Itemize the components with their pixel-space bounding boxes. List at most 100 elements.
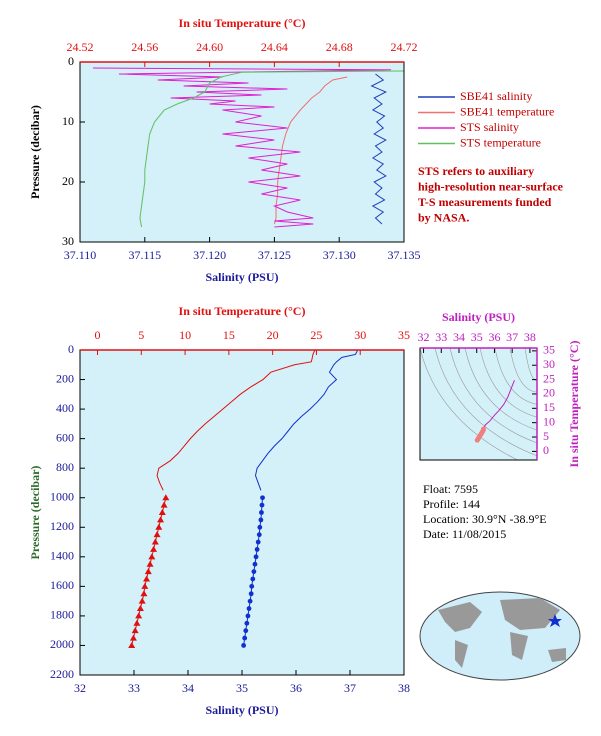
marker bbox=[259, 502, 265, 508]
density-contour bbox=[540, 348, 542, 371]
y-tick-label: 2000 bbox=[50, 637, 74, 651]
y-tick-label: 0 bbox=[68, 54, 74, 68]
y-tick-label: 2200 bbox=[50, 667, 74, 681]
y-axis-label: Pressure (decibar) bbox=[28, 466, 42, 560]
y-tick-label: 1200 bbox=[50, 519, 74, 533]
x-tick-label: 38 bbox=[398, 681, 410, 695]
marker bbox=[248, 591, 254, 597]
marker bbox=[144, 568, 152, 575]
x2-tick-label: 30 bbox=[354, 328, 366, 342]
y-tick-label: 10 bbox=[62, 114, 74, 128]
legend-label: SBE41 temperature bbox=[460, 104, 554, 118]
plot-content bbox=[128, 350, 358, 648]
note-text: T-S measurements funded bbox=[418, 195, 552, 209]
plot-content bbox=[92, 67, 405, 228]
marker bbox=[251, 569, 257, 574]
marker bbox=[259, 510, 264, 515]
marker bbox=[160, 501, 168, 508]
marker bbox=[135, 612, 143, 619]
marker bbox=[136, 605, 144, 612]
marker bbox=[129, 634, 137, 641]
y-tick-label: 5 bbox=[543, 429, 549, 443]
series-line bbox=[156, 350, 316, 491]
y-tick-label: 30 bbox=[543, 357, 555, 371]
y-tick-label: 400 bbox=[56, 401, 74, 415]
marker bbox=[243, 628, 249, 634]
series-line bbox=[370, 73, 388, 225]
x2-tick-label: 24.52 bbox=[67, 40, 94, 54]
density-contour bbox=[464, 348, 537, 431]
marker bbox=[252, 561, 258, 567]
x-tick-label: 32 bbox=[418, 330, 430, 344]
plot-area bbox=[80, 62, 404, 242]
marker bbox=[131, 627, 139, 634]
marker bbox=[141, 582, 149, 589]
y-tick-label: 25 bbox=[543, 371, 555, 385]
marker bbox=[150, 545, 158, 552]
y-axis-label: In situ Temperature (°C) bbox=[567, 341, 581, 468]
x-tick-label: 37.115 bbox=[129, 248, 162, 262]
float-info: Profile: 144 bbox=[423, 497, 480, 511]
float-info: Date: 11/08/2015 bbox=[423, 527, 506, 541]
plot-area bbox=[420, 348, 537, 460]
float-info: Location: 30.9°N -38.9°E bbox=[423, 512, 547, 526]
map-ocean bbox=[419, 591, 581, 681]
y-tick-label: 0 bbox=[543, 443, 549, 457]
x-tick-label: 37 bbox=[344, 681, 356, 695]
marker bbox=[138, 597, 146, 604]
x2-tick-label: 10 bbox=[179, 328, 191, 342]
marker bbox=[146, 560, 154, 567]
x2-tick-label: 20 bbox=[267, 328, 279, 342]
map-land bbox=[510, 632, 528, 660]
marker bbox=[151, 538, 159, 545]
x-tick-label: 34 bbox=[182, 681, 194, 695]
y-tick-label: 1800 bbox=[50, 608, 74, 622]
map-land bbox=[438, 602, 482, 632]
x-tick-label: 35 bbox=[236, 681, 248, 695]
legend-label: STS salinity bbox=[460, 120, 519, 134]
marker bbox=[241, 643, 247, 648]
marker bbox=[246, 606, 252, 611]
marker bbox=[249, 583, 255, 589]
marker bbox=[250, 576, 256, 582]
y-tick-label: 30 bbox=[62, 234, 74, 248]
map-land bbox=[548, 648, 566, 662]
density-contour bbox=[524, 348, 537, 381]
marker bbox=[244, 620, 250, 626]
x-tick-label: 32 bbox=[74, 681, 86, 695]
x-tick-label: 34 bbox=[453, 330, 465, 344]
world-map bbox=[419, 591, 581, 681]
y-tick-label: 35 bbox=[543, 343, 555, 357]
y-tick-label: 1400 bbox=[50, 549, 74, 563]
y-tick-label: 800 bbox=[56, 460, 74, 474]
x2-axis-label: In situ Temperature (°C) bbox=[179, 16, 306, 30]
x-axis-label: Salinity (PSU) bbox=[442, 310, 515, 324]
y-axis-label: Pressure (decibar) bbox=[28, 105, 42, 199]
map-land bbox=[500, 598, 560, 630]
y-tick-label: 200 bbox=[56, 371, 74, 385]
series-line bbox=[254, 350, 358, 491]
x-tick-label: 35 bbox=[471, 330, 483, 344]
marker bbox=[143, 575, 151, 582]
float-info: Float: 7595 bbox=[423, 482, 478, 496]
note-text: high-resolution near-surface bbox=[418, 179, 564, 193]
y-tick-label: 1600 bbox=[50, 578, 74, 592]
x-tick-label: 37.120 bbox=[193, 248, 226, 262]
marker bbox=[153, 531, 161, 538]
density-contour bbox=[479, 348, 537, 418]
marker bbox=[256, 532, 262, 538]
y-tick-label: 0 bbox=[68, 342, 74, 356]
x-axis-label: Salinity (PSU) bbox=[205, 703, 278, 717]
marker bbox=[253, 554, 259, 560]
series-line bbox=[92, 67, 392, 228]
marker bbox=[128, 641, 136, 648]
x2-tick-label: 25 bbox=[310, 328, 322, 342]
marker bbox=[258, 517, 264, 523]
float-location bbox=[548, 614, 562, 627]
x-tick-label: 37.130 bbox=[323, 248, 356, 262]
x2-axis-label: In situ Temperature (°C) bbox=[179, 304, 306, 318]
x2-tick-label: 0 bbox=[95, 328, 101, 342]
y-tick-label: 10 bbox=[543, 414, 555, 428]
marker bbox=[148, 553, 156, 560]
x2-tick-label: 24.68 bbox=[326, 40, 353, 54]
